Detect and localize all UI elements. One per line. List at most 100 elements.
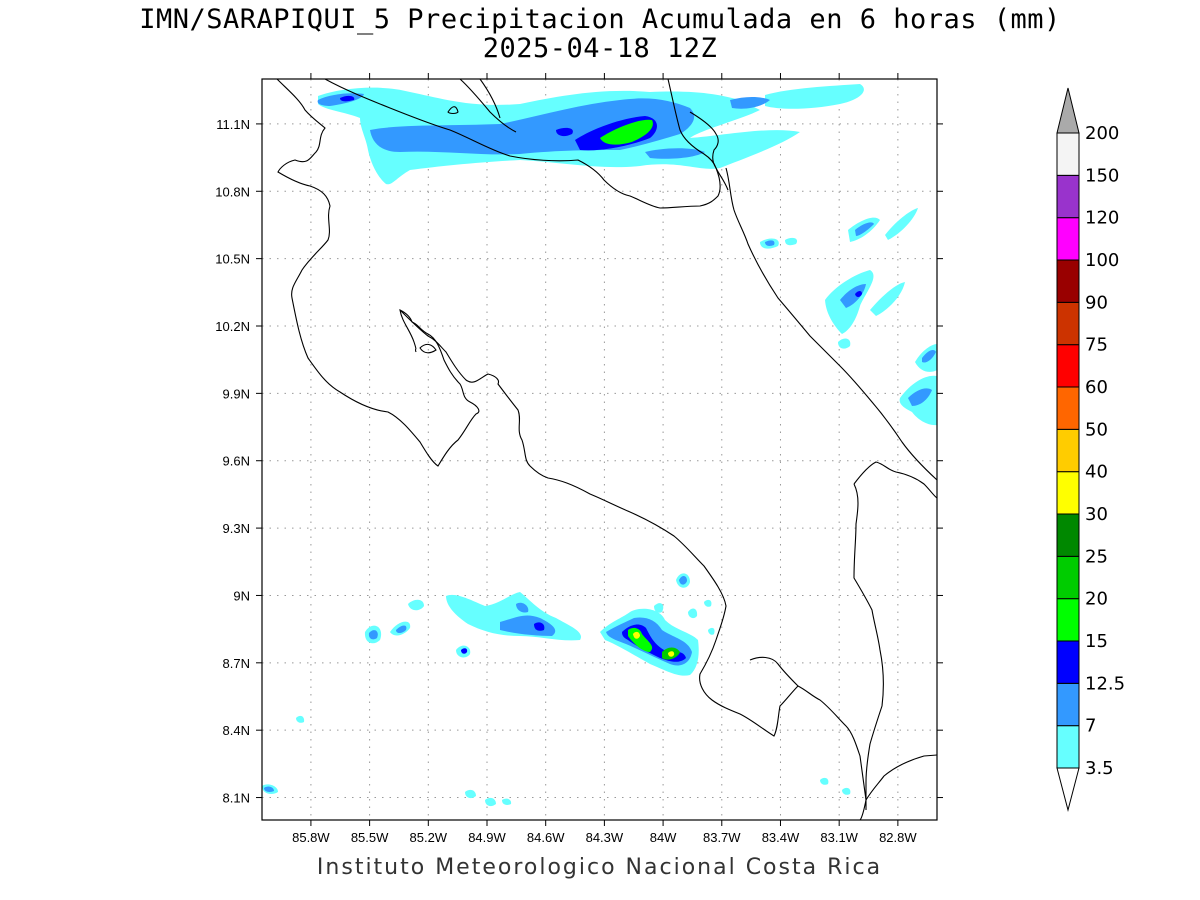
colorbar-label: 150 (1085, 165, 1119, 186)
lat-tick-label: 10.5N (215, 252, 250, 267)
rain-cell-east-6b (922, 350, 936, 363)
nicaragua-coast (667, 79, 717, 169)
colorbar-swatch (1056, 555, 1080, 600)
rain-cell-south-6g (668, 651, 675, 657)
lake-nicaragua (459, 79, 517, 133)
coastlines-and-borders (276, 79, 937, 820)
rain-cell-se-1 (820, 777, 829, 785)
lat-tick-label: 9N (233, 588, 250, 603)
map-gridlines (262, 79, 937, 820)
rain-cell-east-2 (885, 208, 918, 240)
lon-tick-label: 83.1W (820, 830, 858, 845)
caribbean-coast (725, 167, 937, 481)
lat-tick-label: 8.7N (223, 656, 250, 671)
lon-tick-label: 85.5W (351, 830, 389, 845)
lon-tick-label: 83.4W (762, 830, 800, 845)
rain-band-north-cyan-2 (765, 84, 864, 109)
colorbar-label: 90 (1085, 292, 1108, 313)
rain-cell-sw-5 (502, 798, 512, 805)
colorbar-label: 15 (1085, 631, 1108, 652)
rain-cell-east-4 (870, 282, 905, 316)
rain-cell-sw-1b (264, 786, 274, 792)
lon-tick-label: 83.7W (703, 830, 741, 845)
rain-cell-sw-3 (465, 789, 476, 799)
rain-cell-sw-4 (485, 797, 496, 807)
rain-band-north-darkblue-3 (340, 95, 355, 102)
osa-peninsula (749, 656, 799, 687)
colorbar-legend: 3.5 7 12.5 15 20 25 30 40 50 60 75 90 100 120 150 200 (1056, 87, 1125, 812)
colorbar-swatch (1056, 640, 1080, 684)
rain-band-north-blue-4 (645, 148, 705, 159)
nicoya-inlet (399, 309, 867, 820)
rain-cell-south-1c (534, 622, 545, 631)
rain-band-north-darkblue-2 (556, 127, 573, 137)
rain-cell-south-10 (654, 603, 664, 613)
colorbar-swatch (1056, 598, 1080, 642)
pacific-coast-se (865, 754, 937, 801)
rain-cell-south-6f (633, 631, 640, 639)
colorbar-swatch (1056, 682, 1080, 727)
rain-cell-south-4b (461, 648, 468, 654)
rain-cell-east-3b (840, 284, 866, 308)
rain-cell-south-8 (688, 608, 698, 619)
island-2 (419, 343, 437, 354)
colorbar-label: 30 (1085, 504, 1108, 525)
precipitation-fields (262, 84, 937, 807)
colorbar-top-arrow (1056, 87, 1080, 134)
pacific-coast-north (276, 79, 480, 467)
rain-cell-south-2b (368, 630, 378, 640)
lon-tick-label: 84.9W (468, 830, 506, 845)
colorbar-swatch (1056, 174, 1080, 219)
map-subtitle-date: 2025-04-18 12Z (482, 33, 718, 64)
rain-cell-south-7b (679, 575, 687, 585)
lon-tick-label: 85.8W (292, 830, 330, 845)
colorbar-swatch (1056, 471, 1080, 515)
colorbar-label: 25 (1085, 546, 1108, 567)
colorbar-label: 40 (1085, 462, 1108, 483)
bocas-del-toro (853, 461, 937, 499)
lat-tick-label: 8.1N (223, 791, 250, 806)
rain-band-north-blue-3 (730, 97, 770, 109)
rain-band-north-green (600, 119, 653, 145)
rain-cell-south-9 (704, 599, 712, 607)
island-1 (447, 106, 459, 115)
colorbar-label: 50 (1085, 419, 1108, 440)
lat-tick-label: 10.2N (215, 319, 250, 334)
lat-tick-label: 10.8N (215, 184, 250, 199)
lat-tick-label: 11.1N (216, 117, 250, 132)
panama-border (853, 483, 884, 810)
colorbar-swatch (1056, 513, 1080, 557)
colorbar-label: 3.5 (1085, 758, 1114, 779)
colorbar-swatch (1056, 259, 1080, 303)
rain-cell-east-1b (855, 222, 874, 236)
footer-credit: Instituto Meteorologico Nacional Costa R… (316, 855, 883, 880)
rain-cell-sw-2 (296, 715, 305, 723)
colorbar-swatch (1056, 344, 1080, 388)
colorbar-swatch (1056, 386, 1080, 430)
colorbar-swatch (1056, 217, 1080, 261)
lon-tick-label: 84.3W (586, 830, 624, 845)
rain-cell-east-9 (838, 338, 851, 349)
rain-cell-south-11 (708, 627, 715, 635)
colorbar-label: 20 (1085, 589, 1108, 610)
lon-tick-label: 84W (650, 830, 677, 845)
colorbar-label: 12.5 (1085, 673, 1125, 694)
lat-tick-label: 8.4N (223, 723, 250, 738)
colorbar-label: 60 (1085, 377, 1108, 398)
rain-cell-south-3b (396, 625, 407, 633)
colorbar-label: 120 (1085, 208, 1119, 229)
lon-tick-label: 82.8W (879, 830, 917, 845)
coast-north-islands (479, 79, 501, 119)
san-juan-river (715, 167, 729, 191)
nicaragua-border (324, 79, 721, 209)
colorbar-swatch (1056, 132, 1080, 176)
colorbar-label: 7 (1085, 716, 1096, 737)
colorbar-swatch (1056, 725, 1080, 769)
lon-tick-label: 84.6W (527, 830, 565, 845)
lat-tick-label: 9.3N (223, 521, 250, 536)
map-frame (261, 78, 938, 821)
rain-cell-south-1b (500, 615, 556, 636)
lat-tick-label: 9.6N (223, 454, 250, 469)
rain-cell-se-2 (842, 787, 851, 795)
